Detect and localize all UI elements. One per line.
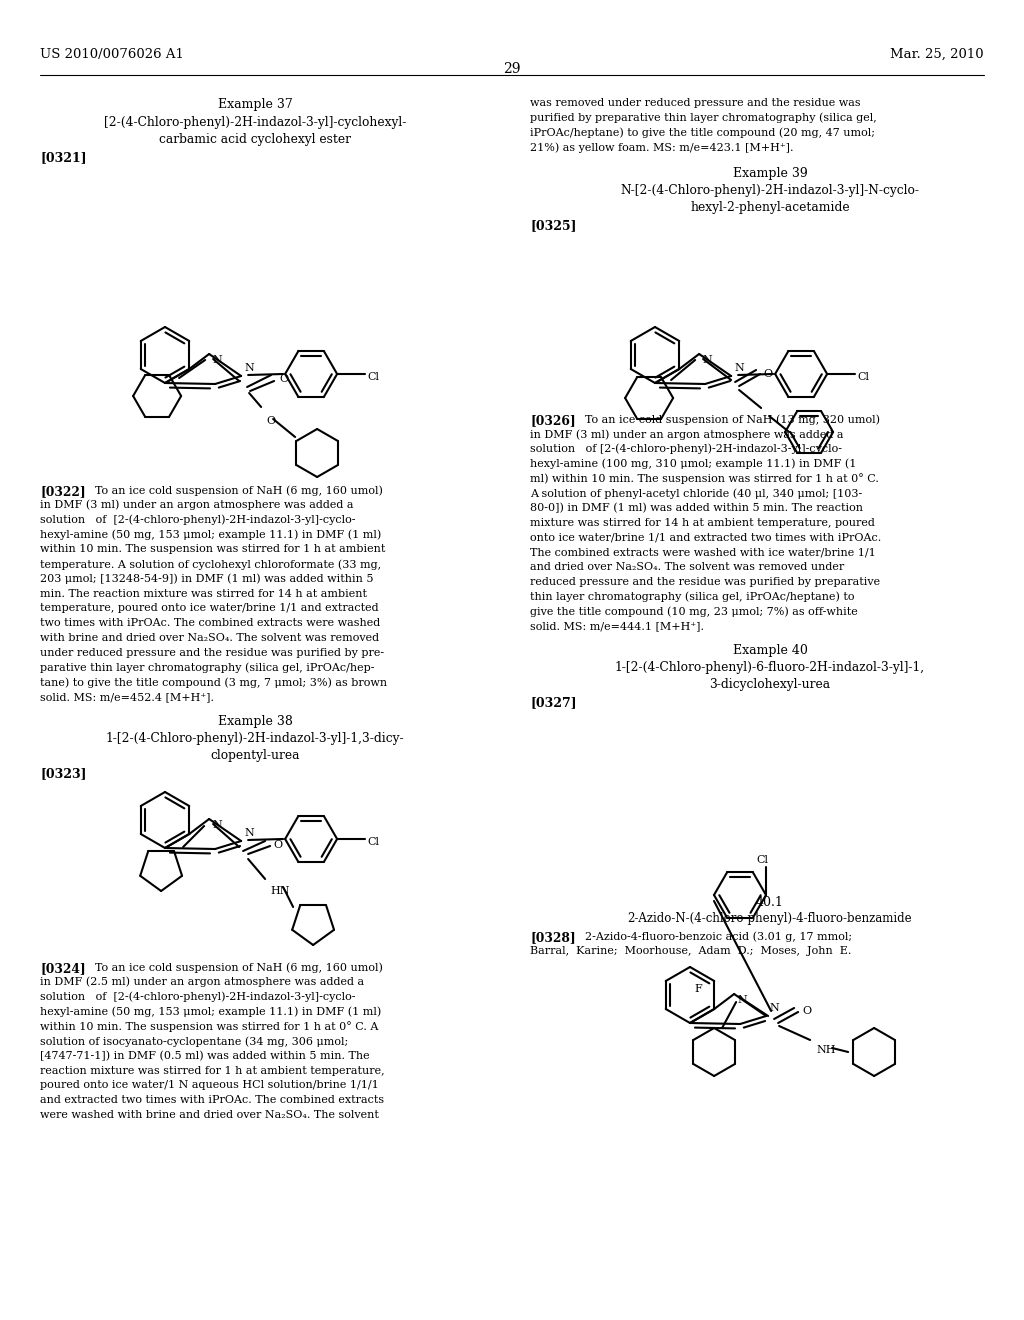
Text: O: O (273, 840, 283, 850)
Text: To an ice cold suspension of NaH (6 mg, 160 umol): To an ice cold suspension of NaH (6 mg, … (95, 484, 383, 495)
Text: carbamic acid cyclohexyl ester: carbamic acid cyclohexyl ester (159, 133, 351, 147)
Text: hexyl-2-phenyl-acetamide: hexyl-2-phenyl-acetamide (690, 201, 850, 214)
Text: were washed with brine and dried over Na₂SO₄. The solvent: were washed with brine and dried over Na… (40, 1110, 379, 1119)
Text: hexyl-amine (50 mg, 153 μmol; example 11.1) in DMF (1 ml): hexyl-amine (50 mg, 153 μmol; example 11… (40, 529, 381, 540)
Text: ml) within 10 min. The suspension was stirred for 1 h at 0° C.: ml) within 10 min. The suspension was st… (530, 474, 879, 484)
Text: Example 40: Example 40 (732, 644, 808, 657)
Text: 21%) as yellow foam. MS: m/e=423.1 [M+H⁺].: 21%) as yellow foam. MS: m/e=423.1 [M+H⁺… (530, 143, 794, 153)
Text: within 10 min. The suspension was stirred for 1 h at ambient: within 10 min. The suspension was stirre… (40, 544, 385, 554)
Text: Example 38: Example 38 (217, 715, 293, 729)
Text: HN: HN (270, 886, 290, 896)
Text: [0322]: [0322] (40, 484, 86, 498)
Text: solid. MS: m/e=452.4 [M+H⁺].: solid. MS: m/e=452.4 [M+H⁺]. (40, 692, 214, 702)
Text: reduced pressure and the residue was purified by preparative: reduced pressure and the residue was pur… (530, 577, 880, 587)
Text: onto ice water/brine 1/1 and extracted two times with iPrOAc.: onto ice water/brine 1/1 and extracted t… (530, 532, 882, 543)
Text: parative thin layer chromatography (silica gel, iPrOAc/hep-: parative thin layer chromatography (sili… (40, 663, 375, 673)
Text: 1-[2-(4-Chloro-phenyl)-2H-indazol-3-yl]-1,3-dicy-: 1-[2-(4-Chloro-phenyl)-2H-indazol-3-yl]-… (105, 733, 404, 744)
Text: N: N (212, 820, 222, 830)
Text: thin layer chromatography (silica gel, iPrOAc/heptane) to: thin layer chromatography (silica gel, i… (530, 591, 854, 602)
Text: [4747-71-1]) in DMF (0.5 ml) was added within 5 min. The: [4747-71-1]) in DMF (0.5 ml) was added w… (40, 1051, 370, 1061)
Text: Cl: Cl (857, 372, 869, 381)
Text: poured onto ice water/1 N aqueous HCl solution/brine 1/1/1: poured onto ice water/1 N aqueous HCl so… (40, 1080, 379, 1090)
Text: with brine and dried over Na₂SO₄. The solvent was removed: with brine and dried over Na₂SO₄. The so… (40, 634, 379, 643)
Text: O: O (280, 374, 288, 384)
Text: min. The reaction mixture was stirred for 14 h at ambient: min. The reaction mixture was stirred fo… (40, 589, 367, 598)
Text: 3-dicyclohexyl-urea: 3-dicyclohexyl-urea (710, 678, 830, 692)
Text: Barral,  Karine;  Moorhouse,  Adam  D.;  Moses,  John  E.: Barral, Karine; Moorhouse, Adam D.; Mose… (530, 946, 851, 956)
Text: N: N (737, 995, 746, 1005)
Text: [0323]: [0323] (40, 767, 86, 780)
Text: Example 39: Example 39 (732, 168, 807, 181)
Text: Example 37: Example 37 (218, 98, 293, 111)
Text: Cl: Cl (368, 837, 379, 847)
Text: two times with iPrOAc. The combined extracts were washed: two times with iPrOAc. The combined extr… (40, 618, 380, 628)
Text: O: O (802, 1006, 811, 1016)
Text: 1-[2-(4-Chloro-phenyl)-6-fluoro-2H-indazol-3-yl]-1,: 1-[2-(4-Chloro-phenyl)-6-fluoro-2H-indaz… (615, 661, 925, 675)
Text: solution   of [2-(4-chloro-phenyl)-2H-indazol-3-yl]-cyclo-: solution of [2-(4-chloro-phenyl)-2H-inda… (530, 444, 842, 454)
Text: NH: NH (816, 1045, 836, 1055)
Text: and extracted two times with iPrOAc. The combined extracts: and extracted two times with iPrOAc. The… (40, 1096, 384, 1105)
Text: N: N (244, 363, 254, 374)
Text: N: N (702, 355, 712, 366)
Text: 40.1: 40.1 (756, 896, 784, 909)
Text: solid. MS: m/e=444.1 [M+H⁺].: solid. MS: m/e=444.1 [M+H⁺]. (530, 622, 705, 631)
Text: purified by preparative thin layer chromatography (silica gel,: purified by preparative thin layer chrom… (530, 112, 877, 123)
Text: hexyl-amine (100 mg, 310 μmol; example 11.1) in DMF (1: hexyl-amine (100 mg, 310 μmol; example 1… (530, 458, 856, 469)
Text: Cl: Cl (756, 855, 768, 865)
Text: [2-(4-Chloro-phenyl)-2H-indazol-3-yl]-cyclohexyl-: [2-(4-Chloro-phenyl)-2H-indazol-3-yl]-cy… (103, 116, 407, 129)
Text: reaction mixture was stirred for 1 h at ambient temperature,: reaction mixture was stirred for 1 h at … (40, 1065, 385, 1076)
Text: and dried over Na₂SO₄. The solvent was removed under: and dried over Na₂SO₄. The solvent was r… (530, 562, 844, 572)
Text: Cl: Cl (368, 372, 379, 381)
Text: Mar. 25, 2010: Mar. 25, 2010 (891, 48, 984, 61)
Text: [0327]: [0327] (530, 696, 577, 709)
Text: A solution of phenyl-acetyl chloride (40 μl, 340 μmol; [103-: A solution of phenyl-acetyl chloride (40… (530, 488, 862, 499)
Text: N: N (244, 828, 254, 838)
Text: tane) to give the title compound (3 mg, 7 μmol; 3%) as brown: tane) to give the title compound (3 mg, … (40, 677, 387, 688)
Text: The combined extracts were washed with ice water/brine 1/1: The combined extracts were washed with i… (530, 548, 876, 557)
Text: [0324]: [0324] (40, 962, 86, 975)
Text: iPrOAc/heptane) to give the title compound (20 mg, 47 umol;: iPrOAc/heptane) to give the title compou… (530, 128, 874, 139)
Text: N: N (212, 355, 222, 366)
Text: solution   of  [2-(4-chloro-phenyl)-2H-indazol-3-yl]-cyclo-: solution of [2-(4-chloro-phenyl)-2H-inda… (40, 991, 355, 1002)
Text: clopentyl-urea: clopentyl-urea (210, 748, 300, 762)
Text: temperature. A solution of cyclohexyl chloroformate (33 mg,: temperature. A solution of cyclohexyl ch… (40, 558, 381, 569)
Text: mixture was stirred for 14 h at ambient temperature, poured: mixture was stirred for 14 h at ambient … (530, 517, 874, 528)
Text: N: N (734, 363, 743, 374)
Text: [0325]: [0325] (530, 219, 577, 232)
Text: 2-Azido-N-(4-chloro-phenyl)-4-fluoro-benzamide: 2-Azido-N-(4-chloro-phenyl)-4-fluoro-ben… (628, 912, 912, 925)
Text: O: O (266, 416, 275, 426)
Text: 29: 29 (503, 62, 521, 77)
Text: within 10 min. The suspension was stirred for 1 h at 0° C. A: within 10 min. The suspension was stirre… (40, 1022, 379, 1032)
Text: solution of isocyanato-cyclopentane (34 mg, 306 μmol;: solution of isocyanato-cyclopentane (34 … (40, 1036, 348, 1047)
Text: solution   of  [2-(4-chloro-phenyl)-2H-indazol-3-yl]-cyclo-: solution of [2-(4-chloro-phenyl)-2H-inda… (40, 515, 355, 525)
Text: N-[2-(4-Chloro-phenyl)-2H-indazol-3-yl]-N-cyclo-: N-[2-(4-Chloro-phenyl)-2H-indazol-3-yl]-… (621, 185, 920, 197)
Text: To an ice cold suspension of NaH (6 mg, 160 umol): To an ice cold suspension of NaH (6 mg, … (95, 962, 383, 973)
Text: F: F (694, 983, 702, 994)
Text: in DMF (3 ml) under an argon atmosphere was added a: in DMF (3 ml) under an argon atmosphere … (530, 429, 844, 440)
Text: in DMF (2.5 ml) under an argon atmosphere was added a: in DMF (2.5 ml) under an argon atmospher… (40, 977, 365, 987)
Text: temperature, poured onto ice water/brine 1/1 and extracted: temperature, poured onto ice water/brine… (40, 603, 379, 614)
Text: 80-0]) in DMF (1 ml) was added within 5 min. The reaction: 80-0]) in DMF (1 ml) was added within 5 … (530, 503, 863, 513)
Text: 203 μmol; [13248-54-9]) in DMF (1 ml) was added within 5: 203 μmol; [13248-54-9]) in DMF (1 ml) wa… (40, 574, 374, 585)
Text: was removed under reduced pressure and the residue was: was removed under reduced pressure and t… (530, 98, 860, 108)
Text: give the title compound (10 mg, 23 μmol; 7%) as off-white: give the title compound (10 mg, 23 μmol;… (530, 607, 858, 618)
Text: 2-Azido-4-fluoro-benzoic acid (3.01 g, 17 mmol;: 2-Azido-4-fluoro-benzoic acid (3.01 g, 1… (585, 931, 852, 941)
Text: O: O (763, 370, 772, 379)
Text: [0326]: [0326] (530, 414, 575, 428)
Text: To an ice cold suspension of NaH (13 mg, 320 umol): To an ice cold suspension of NaH (13 mg,… (585, 414, 880, 425)
Text: [0321]: [0321] (40, 150, 87, 164)
Text: [0328]: [0328] (530, 931, 575, 944)
Text: under reduced pressure and the residue was purified by pre-: under reduced pressure and the residue w… (40, 648, 384, 657)
Text: US 2010/0076026 A1: US 2010/0076026 A1 (40, 48, 184, 61)
Text: in DMF (3 ml) under an argon atmosphere was added a: in DMF (3 ml) under an argon atmosphere … (40, 500, 353, 511)
Text: N: N (769, 1003, 779, 1012)
Text: hexyl-amine (50 mg, 153 μmol; example 11.1) in DMF (1 ml): hexyl-amine (50 mg, 153 μmol; example 11… (40, 1006, 381, 1016)
